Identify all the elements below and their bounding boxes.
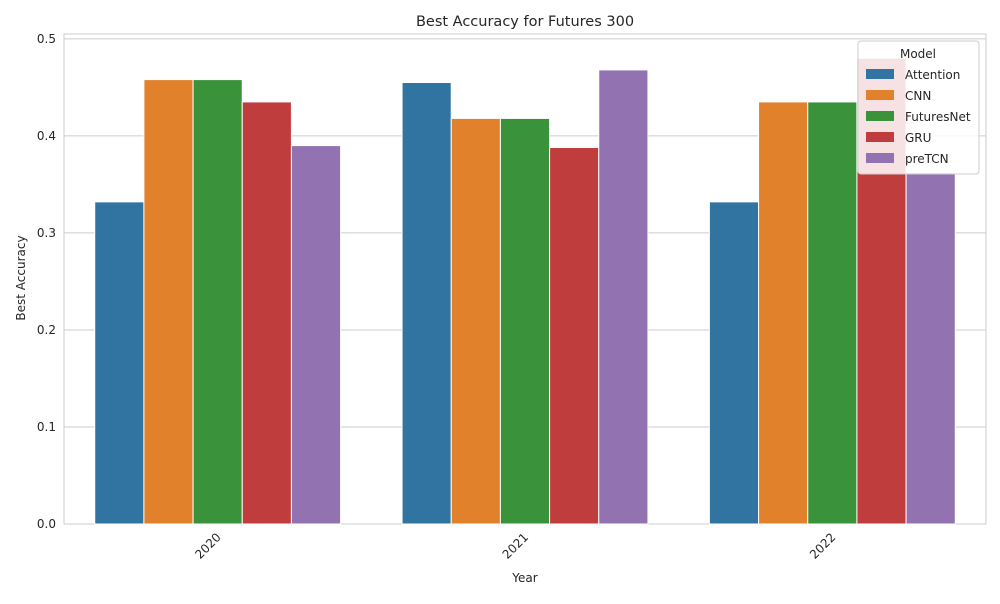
legend-title: Model (900, 47, 936, 61)
legend-swatch (866, 132, 894, 142)
y-tick-label: 0.5 (37, 32, 56, 46)
legend-label: FuturesNet (905, 110, 971, 124)
y-tick-label: 0.4 (37, 129, 56, 143)
legend-swatch (866, 111, 894, 121)
bar-attention-2020 (94, 201, 145, 525)
y-tick-label: 0.3 (37, 226, 56, 240)
legend-swatch (866, 153, 894, 163)
legend-label: CNN (905, 89, 931, 103)
y-tick-label: 0.2 (37, 323, 56, 337)
bar-futuresnet-2021 (499, 117, 551, 525)
chart-title: Best Accuracy for Futures 300 (416, 14, 634, 30)
bar-pretcn-2021 (598, 69, 649, 525)
y-axis-label: Best Accuracy (14, 235, 28, 320)
bar-pretcn-2022 (905, 172, 956, 525)
bar-gru-2020 (241, 101, 292, 525)
bar-futuresnet-2020 (192, 79, 243, 525)
bar-attention-2021 (401, 82, 452, 525)
legend-items: Attention CNN FuturesNet GRU preTCN (866, 68, 971, 166)
legend-label: GRU (905, 131, 931, 145)
bar-attention-2022 (708, 201, 760, 525)
bar-cnn-2020 (143, 79, 194, 525)
y-tick-label: 0.0 (37, 517, 56, 531)
y-tick-label: 0.1 (37, 420, 56, 434)
legend-label: Attention (905, 68, 960, 82)
bar-gru-2021 (549, 147, 600, 525)
bar-pretcn-2020 (290, 145, 342, 525)
legend-swatch (866, 90, 894, 100)
legend-label: preTCN (905, 152, 949, 166)
legend: Model Attention CNN FuturesNet GRU preTCN (857, 40, 980, 175)
legend-swatch (866, 69, 894, 79)
bar-cnn-2022 (758, 101, 809, 525)
x-axis-label: Year (511, 571, 537, 585)
bars-layer (94, 57, 956, 525)
y-ticks: 0.0 0.1 0.2 0.3 0.4 0.5 (37, 32, 56, 531)
bar-cnn-2021 (450, 117, 501, 525)
bar-futuresnet-2022 (807, 101, 858, 525)
